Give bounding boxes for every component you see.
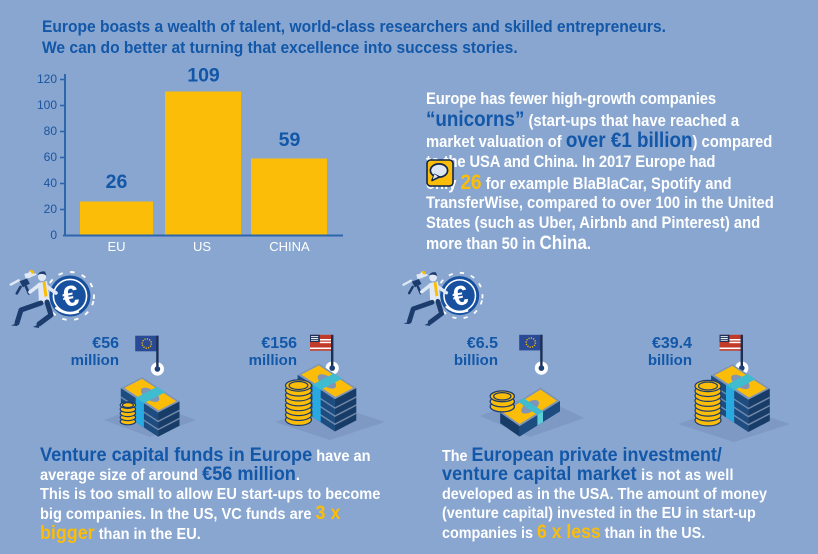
svg-text:80: 80 bbox=[44, 124, 58, 138]
svg-text:120: 120 bbox=[37, 72, 57, 86]
svg-text:CHINA: CHINA bbox=[269, 239, 310, 254]
svg-text:EU: EU bbox=[107, 239, 125, 254]
svg-text:20: 20 bbox=[44, 202, 58, 216]
svg-text:26: 26 bbox=[106, 171, 128, 193]
svg-text:40: 40 bbox=[44, 176, 58, 190]
svg-text:US: US bbox=[193, 239, 211, 254]
svg-text:100: 100 bbox=[37, 98, 57, 112]
svg-text:0: 0 bbox=[50, 228, 57, 242]
svg-text:60: 60 bbox=[44, 150, 58, 164]
svg-text:109: 109 bbox=[187, 65, 220, 87]
svg-text:59: 59 bbox=[279, 129, 301, 151]
